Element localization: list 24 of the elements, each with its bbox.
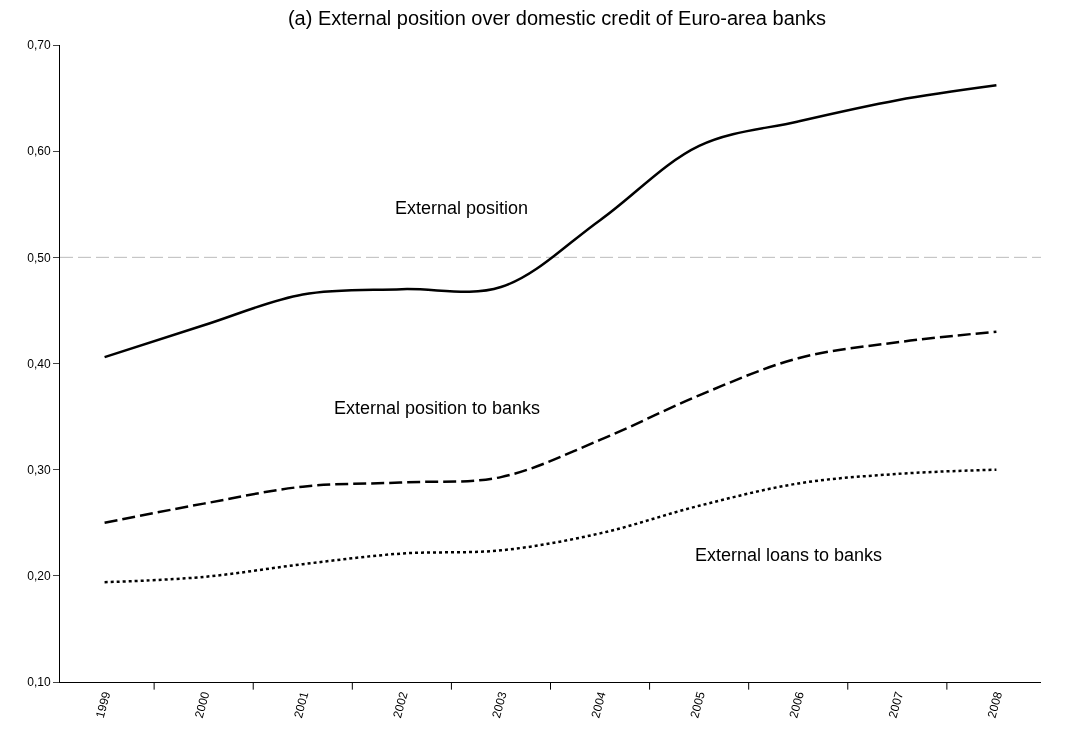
y-tick-label: 0,40 (27, 356, 51, 371)
y-tick-label: 0,50 (27, 250, 51, 265)
line-series (103, 468, 998, 584)
text: External loans to banks (695, 545, 883, 565)
text: External position (395, 198, 529, 218)
x-tick-label: 2004 (588, 689, 609, 720)
x-tick-label: 2002 (390, 689, 411, 720)
y-tick-label: 0,70 (27, 38, 51, 53)
x-tick-label: 1999 (92, 689, 114, 720)
y-tick-label: 0,30 (27, 462, 51, 477)
y-tick-label: 0,20 (27, 569, 51, 584)
x-tick-label: 2005 (687, 689, 708, 720)
x-tick-label: 2001 (291, 689, 312, 720)
text: External position to banks (334, 398, 541, 418)
x-tick-label: 2007 (885, 689, 907, 720)
x-tick-label: 2000 (191, 689, 213, 720)
y-tick-label: 0,60 (27, 144, 51, 159)
line-series (103, 84, 998, 359)
chart-title: (a) External position over domestic credit of Euro-area banks (287, 7, 826, 30)
y-tick-label: 0,10 (27, 675, 51, 690)
x-tick-label: 2008 (984, 689, 1006, 720)
line-series (103, 330, 998, 524)
x-tick-label: 2003 (489, 689, 510, 720)
x-tick-label: 2006 (786, 689, 808, 720)
